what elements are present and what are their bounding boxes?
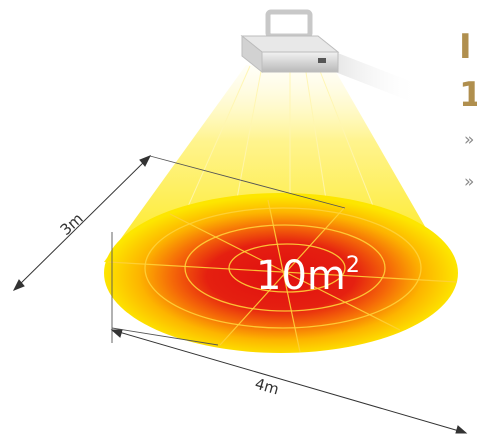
width-label: 3m: [57, 209, 87, 239]
bullet-marker-1: »: [464, 130, 475, 150]
heater-lamp-icon: [240, 9, 340, 74]
heat-rings: [144, 207, 422, 329]
dimension-guides: [111, 155, 346, 346]
heading-line-1: I: [459, 27, 472, 67]
length-dimension-arrow: [110, 329, 468, 434]
width-dimension-arrow: [12, 155, 152, 291]
area-exponent: 2: [346, 253, 360, 278]
area-base: 10m: [256, 253, 346, 299]
area-label: 10m2: [256, 253, 360, 299]
lamp-trail: [330, 50, 420, 105]
heading-line-2: 1: [459, 75, 477, 115]
length-label: 4m: [253, 375, 281, 399]
bullet-marker-2: »: [464, 172, 475, 192]
heat-grid: [107, 199, 458, 353]
